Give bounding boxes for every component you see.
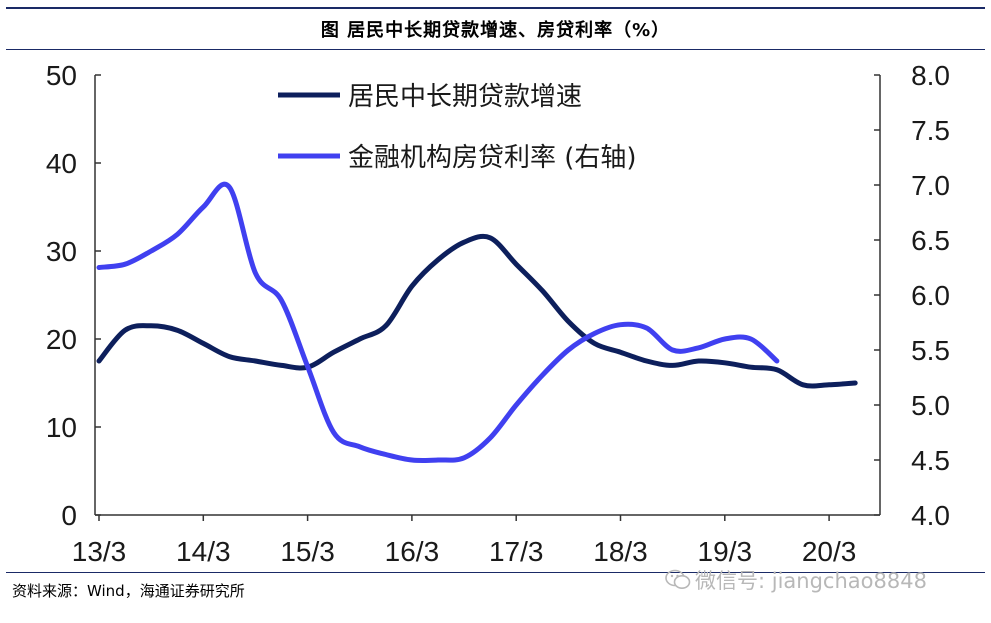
axes	[94, 74, 881, 521]
series-2-point	[437, 459, 438, 460]
top-rule	[6, 7, 985, 9]
series-2-point	[255, 272, 256, 273]
series-2-point	[646, 327, 647, 328]
series-line-1	[96, 233, 858, 389]
left-axis-tick-label: 10	[46, 412, 77, 443]
series-2-point	[698, 347, 699, 348]
source-note: 资料来源：Wind，海通证券研究所	[12, 582, 245, 600]
series-1-point	[229, 356, 230, 357]
series-1-point	[646, 360, 647, 361]
series-2-point	[594, 333, 595, 334]
series-1-point	[359, 338, 360, 339]
series-2-point	[724, 338, 725, 339]
right-axis-tick-label: 8.0	[911, 60, 950, 91]
right-axis-tick-label: 5.0	[911, 390, 950, 421]
series-1-point	[463, 242, 464, 243]
series-1-point	[333, 352, 334, 353]
bottom-rule	[6, 572, 985, 573]
series-1-point	[829, 384, 830, 385]
right-axis-tick-label: 4.0	[911, 500, 950, 531]
series-2-point	[124, 264, 125, 265]
series-1-point	[411, 286, 412, 287]
series-1-point	[516, 264, 517, 265]
x-axis-tick-label: 19/3	[698, 536, 753, 567]
right-axis-tick-label: 7.5	[911, 115, 950, 146]
series-1-point	[98, 360, 99, 361]
right-axis-tick-label: 7.0	[911, 170, 950, 201]
series-1-point	[542, 290, 543, 291]
chart-title: 图 居民中长期贷款增速、房贷利率（%）	[320, 20, 671, 41]
series-2-point	[385, 454, 386, 455]
series-lines	[96, 182, 858, 464]
series-2-point	[333, 432, 334, 433]
x-axis-tick-label: 20/3	[802, 536, 857, 567]
series-line-2	[96, 182, 780, 464]
series-2-point	[463, 457, 464, 458]
series-2-point	[750, 338, 751, 339]
wechat-icon	[665, 569, 691, 589]
series-1-point	[151, 325, 152, 326]
series-2-point	[776, 360, 777, 361]
left-axis-tick-label: 40	[46, 148, 77, 179]
x-axis-tick-label: 18/3	[593, 536, 648, 567]
left-axis-tick-label: 30	[46, 236, 77, 267]
x-axis-tick-label: 15/3	[280, 536, 335, 567]
series-1-point	[490, 237, 491, 238]
series-1-point	[594, 343, 595, 344]
right-axis-tick-label: 6.5	[911, 225, 950, 256]
series-1-point	[698, 360, 699, 361]
series-1-point	[124, 330, 125, 331]
series-1-point	[437, 259, 438, 260]
series-1-point	[385, 325, 386, 326]
series-1-point	[568, 321, 569, 322]
left-axis-tick-label: 20	[46, 324, 77, 355]
series-2-point	[516, 404, 517, 405]
series-1-point	[620, 352, 621, 353]
left-axis-tick-label: 0	[61, 500, 77, 531]
tick-labels: 0 10 20 30 40 50 4.0 4.5 5.0 5.5 6.0 6.5 7.0 7.5 8.0 13…	[46, 60, 950, 567]
series-2-point	[177, 234, 178, 235]
series-2-point	[411, 459, 412, 460]
watermark-text: 微信号: jiangchao8848	[695, 569, 927, 593]
series-1-point	[255, 360, 256, 361]
x-axis-tick-label: 16/3	[385, 536, 440, 567]
series-1-point	[281, 365, 282, 366]
x-axis-tick-label: 13/3	[72, 536, 127, 567]
series-1-point	[177, 330, 178, 331]
right-axis-tick-label: 6.0	[911, 280, 950, 311]
legend-label-2: 金融机构房贷利率 (右轴)	[348, 143, 637, 173]
series-2-point	[620, 324, 621, 325]
series-1-point	[203, 343, 204, 344]
series-2-point	[490, 437, 491, 438]
right-axis-tick-label: 4.5	[911, 445, 950, 476]
x-axis-tick-label: 17/3	[489, 536, 544, 567]
series-2-point	[672, 349, 673, 350]
series-2-point	[307, 366, 308, 367]
left-axis-tick-label: 50	[46, 60, 77, 91]
legend-label-1: 居民中长期贷款增速	[348, 82, 582, 112]
series-1-point	[672, 365, 673, 366]
right-axis-tick-label: 5.5	[911, 335, 950, 366]
series-2-point	[359, 446, 360, 447]
series-2-point	[151, 250, 152, 251]
watermark: 微信号: jiangchao8848	[665, 565, 927, 595]
series-1-point	[855, 382, 856, 383]
series-1-point	[724, 362, 725, 363]
title-rule	[6, 49, 985, 50]
series-1-point	[802, 384, 803, 385]
x-axis-tick-label: 14/3	[176, 536, 231, 567]
series-2-point	[203, 206, 204, 207]
series-2-point	[229, 187, 230, 188]
series-1-point	[776, 369, 777, 370]
series-2-point	[98, 267, 99, 268]
series-1-point	[750, 367, 751, 368]
series-2-point	[542, 375, 543, 376]
series-2-point	[281, 300, 282, 301]
series-2-point	[568, 349, 569, 350]
